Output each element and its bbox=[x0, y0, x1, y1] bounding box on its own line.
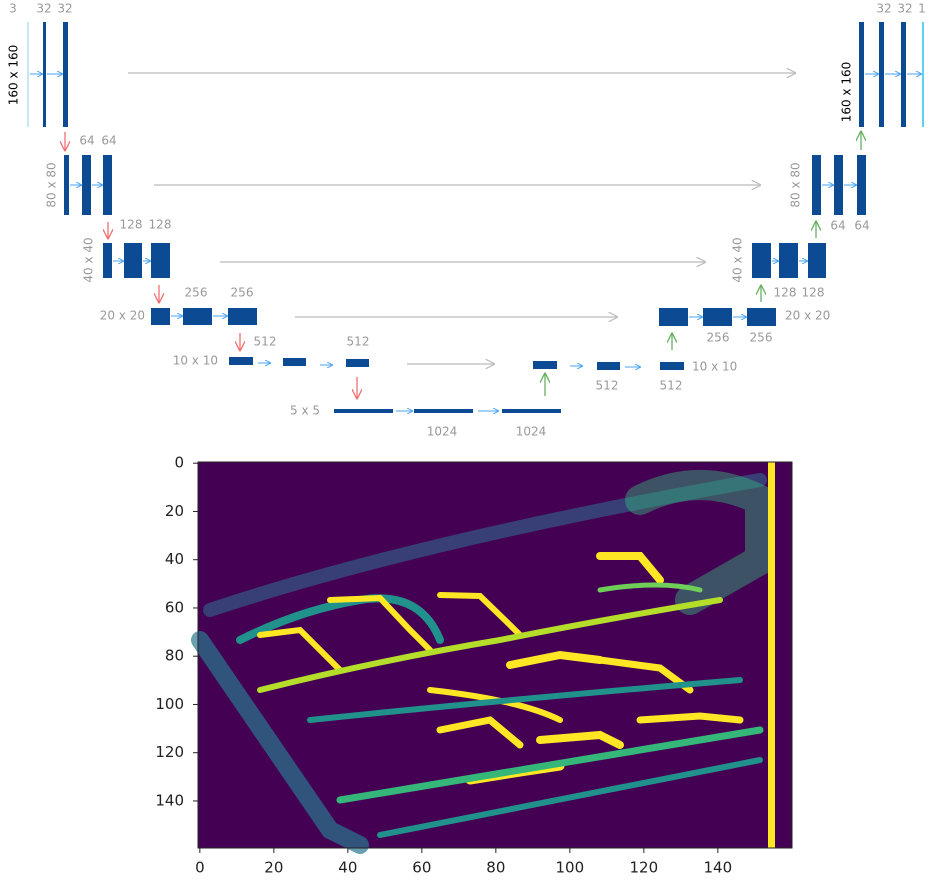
block bbox=[859, 22, 864, 127]
block bbox=[103, 155, 112, 215]
channel-label: 128 bbox=[774, 286, 797, 300]
channel-label: 1024 bbox=[516, 425, 547, 439]
channel-label: 128 bbox=[802, 286, 825, 300]
y-tick-label: 100 bbox=[155, 695, 184, 713]
block bbox=[151, 243, 170, 278]
size-label: 40 x 40 bbox=[82, 237, 96, 282]
channel-label: 128 bbox=[149, 218, 172, 232]
size-label: 10 x 10 bbox=[173, 354, 218, 368]
conv-arrows bbox=[30, 74, 921, 411]
channel-label: 64 bbox=[830, 219, 845, 233]
block bbox=[228, 308, 257, 325]
block bbox=[808, 243, 826, 278]
size-label: 80 x 80 bbox=[45, 162, 59, 207]
image bbox=[198, 462, 792, 848]
block bbox=[63, 22, 68, 127]
channel-label: 512 bbox=[254, 335, 277, 349]
block bbox=[659, 308, 688, 326]
y-tick-label: 40 bbox=[165, 550, 184, 568]
x-tick-label: 80 bbox=[486, 859, 505, 877]
channel-label: 512 bbox=[347, 335, 370, 349]
block bbox=[533, 361, 557, 369]
channel-label: 1 bbox=[918, 2, 926, 16]
block bbox=[103, 243, 112, 278]
x-tick-label: 120 bbox=[630, 859, 659, 877]
size-label: 160 x 160 bbox=[840, 62, 854, 123]
y-tick-label: 20 bbox=[165, 502, 184, 520]
y-tick-label: 80 bbox=[165, 647, 184, 665]
channel-label: 64 bbox=[79, 134, 94, 148]
y-tick-label: 140 bbox=[155, 791, 184, 809]
block bbox=[151, 308, 170, 325]
block bbox=[703, 308, 732, 326]
size-label: 5 x 5 bbox=[290, 404, 320, 418]
block bbox=[901, 22, 906, 127]
block bbox=[82, 155, 91, 215]
x-tick-label: 140 bbox=[704, 859, 733, 877]
y-tick-label: 120 bbox=[155, 743, 184, 761]
block bbox=[752, 243, 771, 278]
channel-label: 256 bbox=[231, 286, 254, 300]
channel-label: 32 bbox=[876, 2, 891, 16]
channel-label: 32 bbox=[897, 2, 912, 16]
block bbox=[834, 155, 843, 215]
block bbox=[283, 358, 306, 366]
channel-label: 32 bbox=[57, 2, 72, 16]
block bbox=[124, 243, 142, 278]
block bbox=[183, 308, 212, 325]
unet-diagram: 160 x 160 3 32 32 80 x 80 64 64 40 x 40 … bbox=[7, 2, 926, 439]
size-label: 80 x 80 bbox=[789, 162, 803, 207]
block bbox=[414, 409, 473, 413]
block bbox=[502, 409, 561, 413]
size-label: 20 x 20 bbox=[785, 309, 830, 323]
block bbox=[334, 409, 393, 413]
x-tick-label: 40 bbox=[338, 859, 357, 877]
size-label: 20 x 20 bbox=[100, 309, 145, 323]
channel-label: 512 bbox=[596, 379, 619, 393]
channel-label: 1024 bbox=[427, 425, 458, 439]
x-tick-label: 100 bbox=[556, 859, 585, 877]
block bbox=[597, 362, 620, 370]
image-stripe bbox=[768, 462, 775, 848]
block bbox=[346, 359, 369, 367]
channel-label: 64 bbox=[101, 134, 116, 148]
block bbox=[229, 357, 253, 365]
y-tick-label: 60 bbox=[165, 598, 184, 616]
channel-label: 64 bbox=[854, 219, 869, 233]
channel-label: 256 bbox=[750, 331, 773, 345]
y-tick-label: 0 bbox=[174, 454, 184, 472]
channel-label: 128 bbox=[120, 218, 143, 232]
size-label: 40 x 40 bbox=[731, 237, 745, 282]
channel-label: 512 bbox=[660, 379, 683, 393]
x-tick-label: 0 bbox=[195, 859, 205, 877]
x-tick-label: 20 bbox=[264, 859, 283, 877]
block bbox=[43, 22, 46, 127]
channel-label: 256 bbox=[185, 286, 208, 300]
block bbox=[747, 308, 776, 326]
size-label: 10 x 10 bbox=[692, 360, 737, 374]
block bbox=[879, 22, 884, 127]
x-tick-label: 60 bbox=[412, 859, 431, 877]
block bbox=[660, 362, 684, 370]
channel-label: 32 bbox=[36, 2, 51, 16]
block bbox=[857, 155, 866, 215]
block bbox=[779, 243, 798, 278]
page: 160 x 160 3 32 32 80 x 80 64 64 40 x 40 … bbox=[0, 0, 931, 885]
channel-label: 256 bbox=[707, 331, 730, 345]
size-label: 160 x 160 bbox=[7, 45, 21, 106]
channel-label: 3 bbox=[9, 2, 17, 16]
image-plot: 0 20 40 60 80 100 120 140 0 20 40 60 80 100 120 140 bbox=[155, 454, 792, 877]
block bbox=[812, 155, 821, 215]
block bbox=[64, 155, 69, 215]
